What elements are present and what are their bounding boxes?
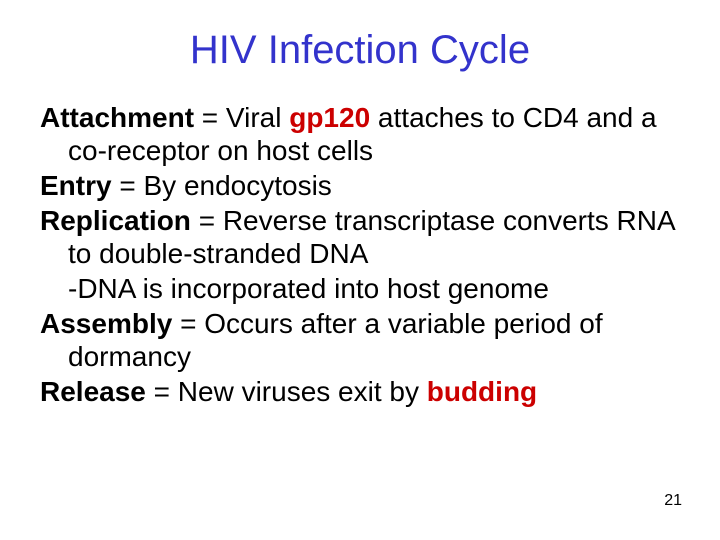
stage-label: Release	[40, 376, 146, 407]
slide-title: HIV Infection Cycle	[0, 0, 720, 73]
stage-attachment: Attachment = Viral gp120 attaches to CD4…	[40, 101, 680, 167]
stage-replication: Replication = Reverse transcriptase conv…	[40, 204, 680, 270]
slide-body: Attachment = Viral gp120 attaches to CD4…	[0, 73, 720, 408]
stage-emphasis: budding	[427, 376, 537, 407]
stage-text-pre: = Viral	[194, 102, 289, 133]
stage-replication-sub: -DNA is incorporated into host genome	[40, 272, 680, 305]
stage-label: Replication	[40, 205, 191, 236]
stage-label: Entry	[40, 170, 112, 201]
stage-text-pre: = New viruses exit by	[146, 376, 427, 407]
stage-text: = By endocytosis	[112, 170, 332, 201]
stage-release: Release = New viruses exit by budding	[40, 375, 680, 408]
stage-emphasis: gp120	[289, 102, 370, 133]
stage-assembly: Assembly = Occurs after a variable perio…	[40, 307, 680, 373]
stage-label: Attachment	[40, 102, 194, 133]
stage-entry: Entry = By endocytosis	[40, 169, 680, 202]
page-number: 21	[664, 492, 682, 510]
slide: HIV Infection Cycle Attachment = Viral g…	[0, 0, 720, 540]
stage-label: Assembly	[40, 308, 172, 339]
